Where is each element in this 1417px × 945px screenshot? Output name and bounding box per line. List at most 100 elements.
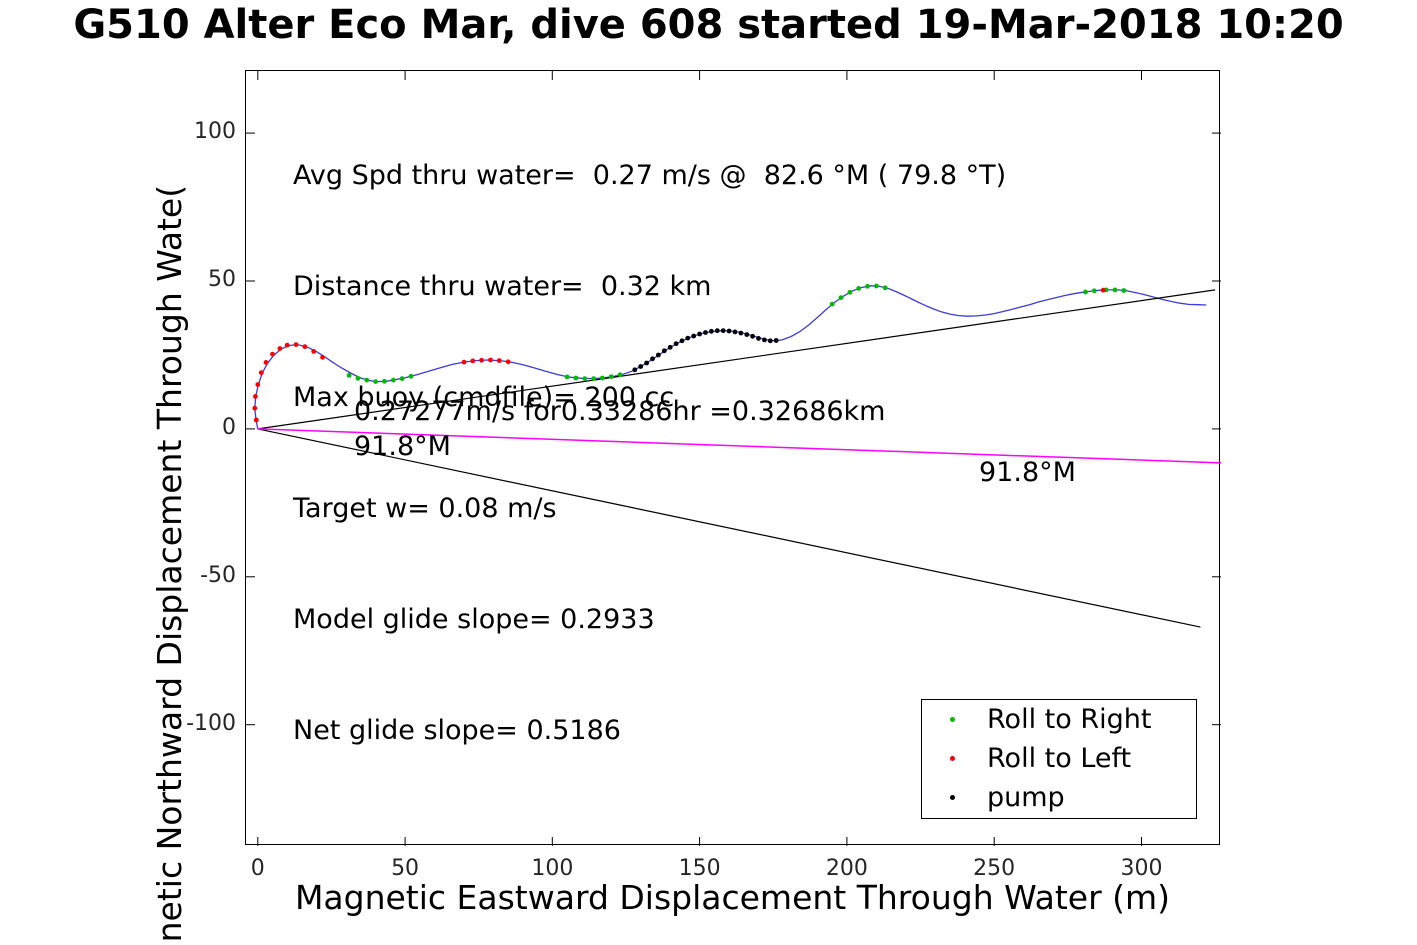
roll-to-right-points — [390, 377, 396, 383]
roll-to-right-points — [847, 289, 853, 295]
stat-line: Net glide slope= 0.5186 — [293, 715, 621, 746]
roll-to-left-points — [284, 342, 290, 348]
pump-points — [773, 338, 779, 343]
roll-to-right-points — [617, 372, 623, 378]
roll-to-right-points — [1121, 288, 1127, 293]
stats-annotation: Avg Spd thru water= 0.27 m/s @ 82.6 °M (… — [293, 83, 1006, 823]
roll-to-right-points — [882, 285, 888, 291]
pump-points — [638, 364, 644, 369]
roll-to-right-points — [865, 283, 870, 289]
roll-to-left-points — [488, 357, 493, 363]
legend-row: pump — [922, 778, 1196, 817]
chart-title: G510 Alter Eco Mar, dive 608 started 19-… — [73, 2, 1344, 48]
roll-to-right-points — [355, 375, 361, 381]
pump-points — [632, 367, 638, 373]
pump-points — [656, 352, 661, 358]
roll-to-left-points — [253, 394, 258, 399]
x-tick-label: 50 — [391, 856, 420, 881]
roll-to-left-points — [255, 382, 261, 387]
roll-to-left-points — [461, 359, 467, 365]
y-tick-label: 50 — [208, 267, 236, 293]
x-tick-label: 150 — [678, 856, 721, 881]
roll-to-left-points — [479, 357, 484, 363]
legend: Roll to Right Roll to Left pump — [921, 699, 1197, 819]
roll-to-right-points — [573, 375, 579, 381]
roll-to-left-points — [496, 358, 502, 363]
roll-to-right-points — [874, 283, 879, 289]
legend-row: Roll to Left — [922, 739, 1196, 778]
roll-right-dot-icon — [950, 717, 955, 722]
annotation-bearing-on-line: 91.8°M — [979, 457, 1076, 488]
plot-canvas — [246, 71, 1222, 846]
stat-line: Model glide slope= 0.2933 — [293, 604, 655, 635]
stat-line: Max buoy (cmdfile)= 200 cc — [293, 382, 675, 413]
stat-line: Distance thru water= 0.32 km — [293, 271, 712, 302]
annotation-speed-distance: 0.27277m/s for0.33286hr =0.32686km — [354, 396, 886, 427]
roll-to-right-points — [408, 373, 414, 379]
legend-label: Roll to Left — [987, 743, 1132, 774]
pump-points — [703, 330, 708, 335]
pump-points — [744, 332, 750, 337]
x-axis-label: Magnetic Eastward Displacement Through W… — [294, 878, 1171, 917]
pump-points — [673, 341, 679, 347]
roll-to-right-points — [591, 376, 596, 381]
roll-to-left-points — [505, 359, 511, 365]
x-tick-label: 0 — [250, 856, 265, 881]
pump-points — [726, 328, 732, 334]
roll-to-left-points — [252, 405, 258, 411]
pump-points — [644, 360, 649, 366]
roll-to-left-points — [293, 342, 299, 347]
roll-to-right-points — [582, 376, 588, 381]
roll-to-left-points — [258, 370, 264, 376]
roll-to-right-points — [829, 301, 835, 307]
roll-to-left-points — [253, 417, 259, 423]
heading-line-upper — [257, 289, 1216, 430]
y-tick-label: -50 — [200, 562, 236, 588]
pump-points — [709, 328, 714, 334]
pump-points — [750, 333, 755, 339]
plot-area: 0 50 100 150 200 250 300 -100 -50 0 50 100 Avg Spd… — [186, 70, 1222, 881]
roll-to-left-points — [470, 358, 476, 364]
roll-to-right-points — [838, 295, 844, 300]
roll-to-left-points — [263, 360, 269, 365]
pump-points — [697, 331, 702, 337]
roll-to-right-points — [1112, 287, 1118, 293]
y-tick-label: 0 — [222, 414, 236, 440]
x-tick-label: 300 — [1120, 856, 1163, 881]
pump-points — [661, 348, 667, 354]
roll-to-left-points — [1100, 287, 1106, 293]
roll-to-right-points — [346, 373, 352, 378]
pump-points — [685, 335, 691, 341]
pump-points — [667, 344, 673, 350]
x-tick-label: 250 — [973, 856, 1016, 881]
legend-row: Roll to Right — [922, 700, 1196, 739]
legend-label: Roll to Right — [987, 704, 1152, 735]
pump-points — [720, 328, 726, 334]
roll-to-right-points — [1083, 289, 1088, 295]
roll-to-right-points — [600, 375, 605, 381]
roll-to-right-points — [856, 286, 862, 291]
dac-bearing-line — [257, 428, 1222, 464]
roll-left-dot-icon — [950, 756, 955, 761]
y-tick-label: 100 — [194, 119, 236, 145]
roll-to-left-points — [270, 351, 275, 357]
annotation-bearing-near-origin: 91.8°M — [354, 431, 451, 462]
roll-to-right-points — [399, 376, 405, 381]
roll-to-right-points — [564, 374, 570, 380]
pump-points — [762, 337, 767, 343]
roll-to-right-points — [382, 378, 387, 384]
pump-points — [738, 330, 744, 336]
pump-points — [767, 338, 773, 344]
heading-line-lower — [257, 428, 1201, 628]
roll-to-left-points — [311, 349, 317, 354]
stat-line: Target w= 0.08 m/s — [293, 493, 557, 524]
y-tick-label: -100 — [186, 710, 236, 736]
pump-dot-icon — [950, 795, 955, 800]
roll-to-right-points — [608, 374, 614, 379]
roll-to-left-points — [277, 346, 283, 351]
stat-line: Avg Spd thru water= 0.27 m/s @ 82.6 °M (… — [293, 160, 1007, 191]
pump-points — [714, 328, 720, 334]
x-tick-label: 100 — [531, 856, 574, 881]
pump-points — [691, 333, 697, 339]
